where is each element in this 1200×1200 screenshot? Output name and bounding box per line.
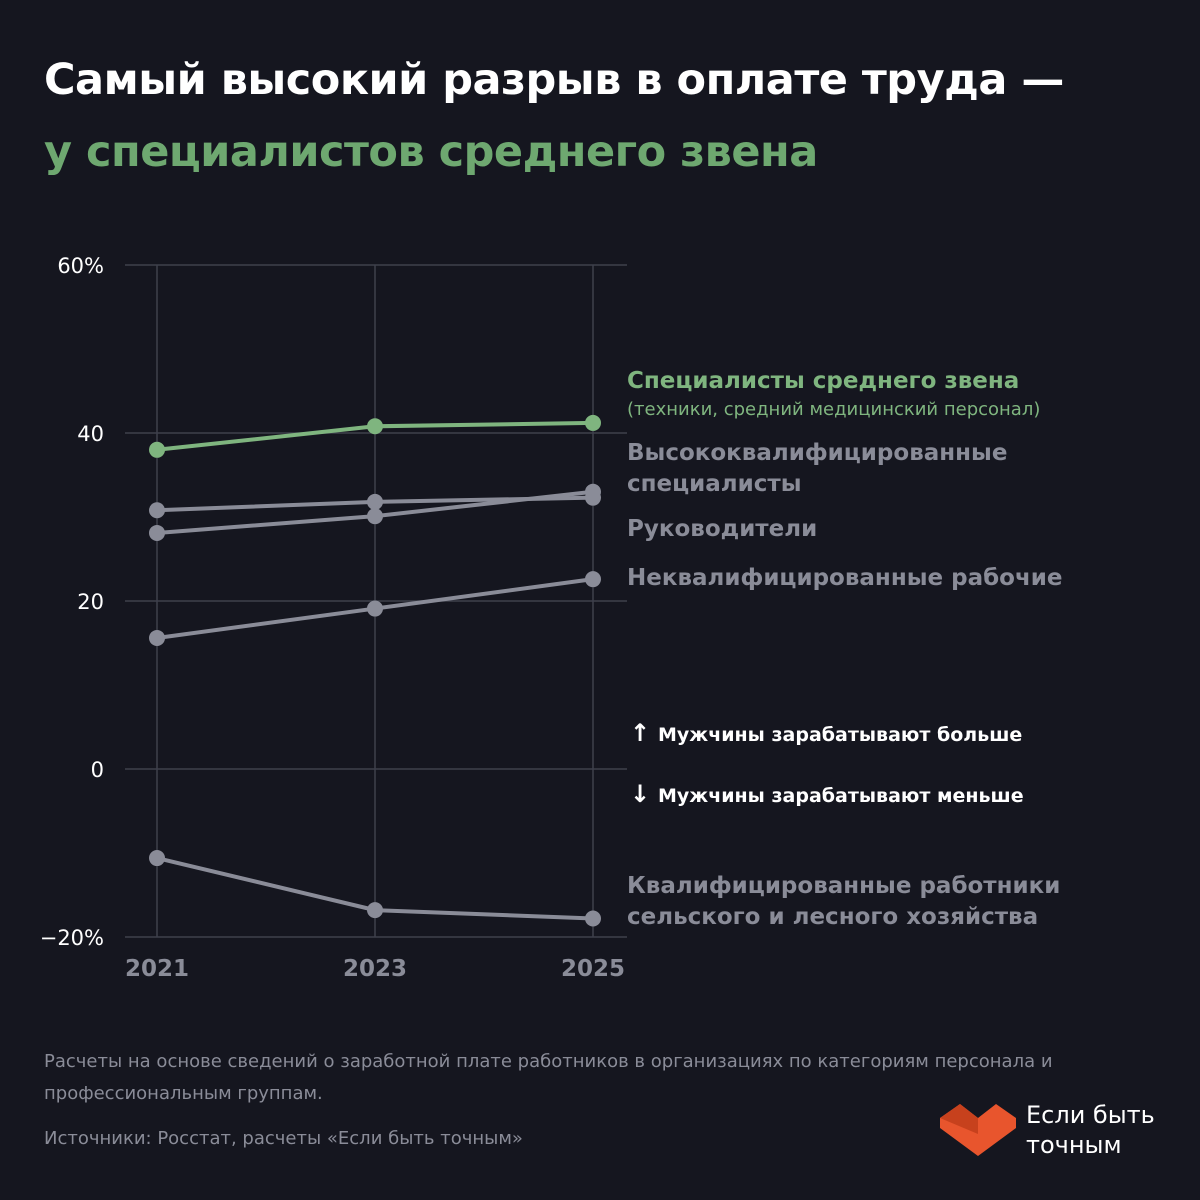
brand-logo: Если быть точным — [940, 1100, 1170, 1164]
y-tick-label: 40 — [77, 422, 104, 446]
y-tick-label: 20 — [77, 590, 104, 614]
annotation-men-earn-more-text: Мужчины зарабатывают больше — [658, 724, 1023, 746]
annotation-men-earn-less-text: Мужчины зарабатывают меньше — [658, 785, 1024, 807]
y-tick-label: −20% — [40, 926, 104, 950]
x-tick-label: 2025 — [561, 956, 625, 982]
series-label-agri: Квалифицированные работники сельского и … — [627, 871, 1060, 933]
series-point-2 — [367, 508, 383, 525]
series-label-unskilled: Неквалифицированные рабочие — [627, 565, 1063, 591]
series-label-spec-mid-sub: (техники, средний медицинский персонал) — [627, 399, 1041, 420]
series-label-managers: Руководители — [627, 516, 818, 542]
brand-logo-line-2: точным — [1026, 1131, 1122, 1159]
brand-logo-text: Если быть точным — [1026, 1100, 1155, 1160]
y-tick-label: 60% — [57, 254, 104, 278]
series-point-3 — [149, 629, 165, 646]
series-label-high-qual-line-2: специалисты — [627, 471, 802, 497]
series-point-1 — [149, 502, 165, 519]
brand-logo-line-1: Если быть — [1026, 1101, 1155, 1129]
series-point-0 — [149, 441, 165, 458]
annotation-men-earn-more: ↑ Мужчины зарабатывают больше — [630, 720, 1022, 748]
series-point-0 — [585, 414, 601, 431]
x-tick-label: 2021 — [125, 956, 189, 982]
methodology-note: Расчеты на основе сведений о заработной … — [44, 1051, 1053, 1104]
series-point-2 — [149, 524, 165, 541]
arrow-up-icon: ↑ — [630, 719, 651, 747]
y-tick-label: 0 — [91, 758, 104, 782]
series-label-agri-line-1: Квалифицированные работники — [627, 873, 1061, 899]
annotation-men-earn-less: ↓ Мужчины зарабатывают меньше — [630, 781, 1024, 809]
chart-title: Самый высокий разрыв в оплате труда — у … — [44, 44, 1174, 188]
source-note: Источники: Росстат, расчеты «Если быть т… — [44, 1128, 523, 1149]
series-point-4 — [149, 850, 165, 867]
series-label-high-qual: Высококвалифицированные специалисты — [627, 438, 1007, 500]
series-point-2 — [585, 483, 601, 500]
series-point-0 — [367, 418, 383, 435]
x-tick-label: 2023 — [343, 956, 407, 982]
series-point-4 — [367, 902, 383, 919]
series-label-spec-mid-title: Специалисты среднего звена — [627, 368, 1020, 394]
title-line-2: у специалистов среднего звена — [44, 127, 818, 177]
series-label-high-qual-line-1: Высококвалифицированные — [627, 440, 1008, 466]
arrow-down-icon: ↓ — [630, 780, 651, 808]
series-point-3 — [585, 571, 601, 588]
series-label-agri-line-2: сельского и лесного хозяйства — [627, 904, 1039, 930]
series-label-spec-mid: Специалисты среднего звена (техники, сре… — [627, 366, 1040, 423]
series-point-4 — [585, 910, 601, 927]
heart-chevron-icon — [940, 1104, 1016, 1156]
series-point-3 — [367, 600, 383, 617]
title-line-1: Самый высокий разрыв в оплате труда — — [44, 55, 1064, 105]
series-point-1 — [367, 493, 383, 510]
